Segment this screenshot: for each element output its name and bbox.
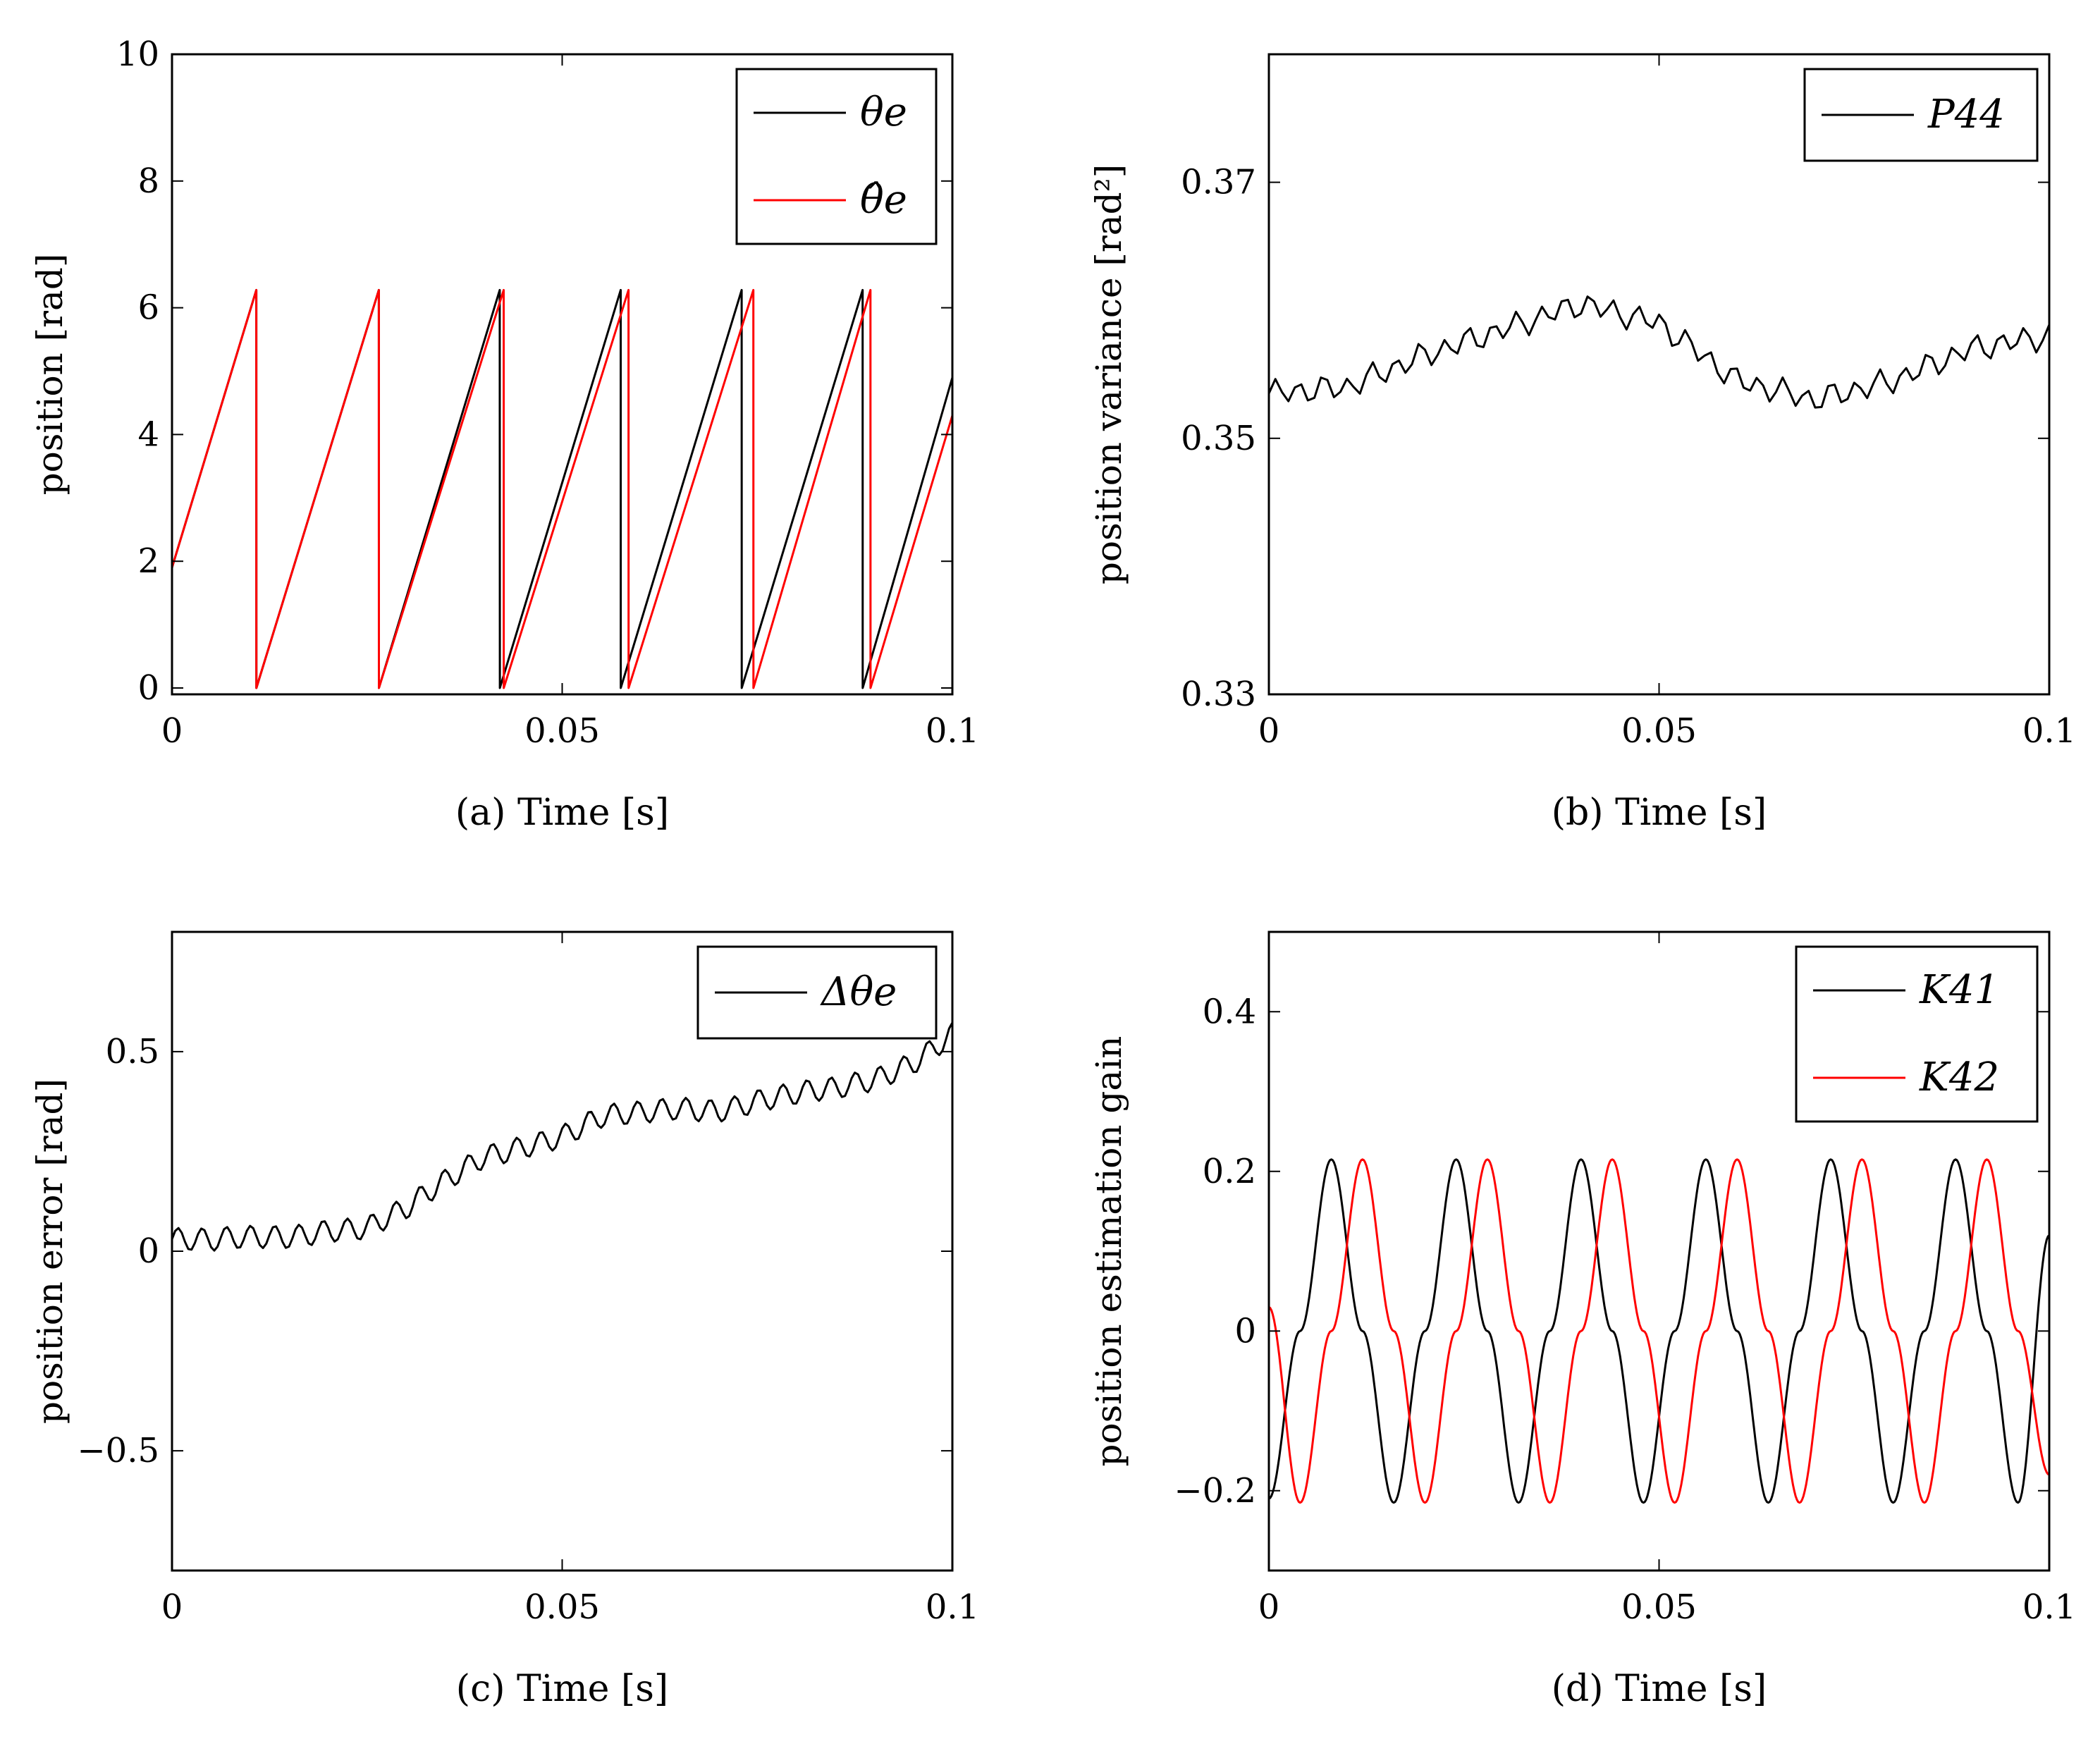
panel-a: 0 0.05 0.1 0 2 4 6 8 10 position [rad] (a) Time [s… <box>30 35 979 834</box>
legend-b: P44 <box>1803 68 2039 162</box>
y-tick-label-b: 0.33 <box>1181 675 1256 714</box>
y-tick-label-a: 10 <box>116 35 159 74</box>
x-tick-label-c: 0.05 <box>524 1587 600 1627</box>
series-line-a-1 <box>172 288 952 689</box>
y-tick-label-d: 0.4 <box>1203 992 1256 1031</box>
y-tick-label-a: 4 <box>137 414 159 454</box>
legend-label-a-1: θ̂e <box>860 177 907 223</box>
x-tick-label-a: 0.05 <box>524 711 600 751</box>
caption-b: (b) Time [s] <box>1552 792 1767 834</box>
y-tick-label-b: 0.35 <box>1181 419 1256 458</box>
panel-b: 0 0.05 0.1 0.33 0.35 0.37 position variance [r… <box>1088 53 2076 834</box>
caption-a: (a) Time [s] <box>455 792 669 834</box>
legend-box-a <box>735 68 938 245</box>
x-tick-label-d: 0 <box>1258 1587 1280 1627</box>
y-tick-label-d: 0.2 <box>1203 1152 1256 1191</box>
series-line-d-0 <box>1269 1158 2049 1504</box>
legend-box-d <box>1795 945 2039 1123</box>
series-line-b-0 <box>1269 295 2049 409</box>
panel-c: 0 0.05 0.1 −0.5 0 0.5 position error [rad] (c) … <box>30 930 979 1710</box>
x-tick-label-b: 0.1 <box>2022 711 2076 751</box>
series-line-a-0 <box>172 288 952 689</box>
y-axis-label-a: position [rad] <box>30 254 70 496</box>
y-tick-label-d: −0.2 <box>1174 1471 1256 1511</box>
x-tick-label-b: 0 <box>1258 711 1280 751</box>
caption-c: (c) Time [s] <box>456 1668 668 1710</box>
legend-label-d-0: K41 <box>1919 967 1999 1013</box>
y-tick-label-c: −0.5 <box>77 1431 159 1470</box>
legend-label-d-1: K42 <box>1919 1055 1999 1100</box>
y-tick-label-a: 0 <box>137 668 159 708</box>
caption-d: (d) Time [s] <box>1552 1668 1767 1710</box>
legend-a: θe θ̂e <box>735 68 938 245</box>
x-tick-label-d: 0.05 <box>1621 1587 1697 1627</box>
y-tick-label-d: 0 <box>1234 1311 1256 1351</box>
x-tick-label-a: 0.1 <box>926 711 979 751</box>
legend-label-c-0: Δθe <box>820 969 897 1015</box>
x-tick-label-b: 0.05 <box>1621 711 1697 751</box>
y-axis-label-b: position variance [rad²] <box>1088 164 1129 584</box>
y-tick-label-a: 2 <box>137 541 159 581</box>
legend-label-a-0: θe <box>860 90 907 135</box>
x-tick-label-a: 0 <box>161 711 183 751</box>
legend-d: K41 K42 <box>1795 945 2039 1123</box>
y-axis-label-c: position error [rad] <box>30 1079 70 1424</box>
y-axis-label-d: position estimation gain <box>1088 1036 1129 1467</box>
series-line-c-0 <box>172 1021 952 1252</box>
panel-d: 0 0.05 0.1 −0.2 0 0.2 0.4 position estimation g… <box>1088 930 2076 1710</box>
x-tick-label-c: 0.1 <box>926 1587 979 1627</box>
legend-c: Δθe <box>696 945 938 1040</box>
legend-label-b-0: P44 <box>1927 92 2005 137</box>
y-tick-label-a: 6 <box>137 288 159 328</box>
y-tick-label-b: 0.37 <box>1181 163 1256 202</box>
series-line-d-1 <box>1269 1158 2049 1504</box>
x-tick-label-d: 0.1 <box>2022 1587 2076 1627</box>
y-tick-label-a: 8 <box>137 161 159 201</box>
y-tick-label-c: 0 <box>137 1231 159 1271</box>
y-tick-label-c: 0.5 <box>106 1032 159 1071</box>
x-tick-label-c: 0 <box>161 1587 183 1627</box>
